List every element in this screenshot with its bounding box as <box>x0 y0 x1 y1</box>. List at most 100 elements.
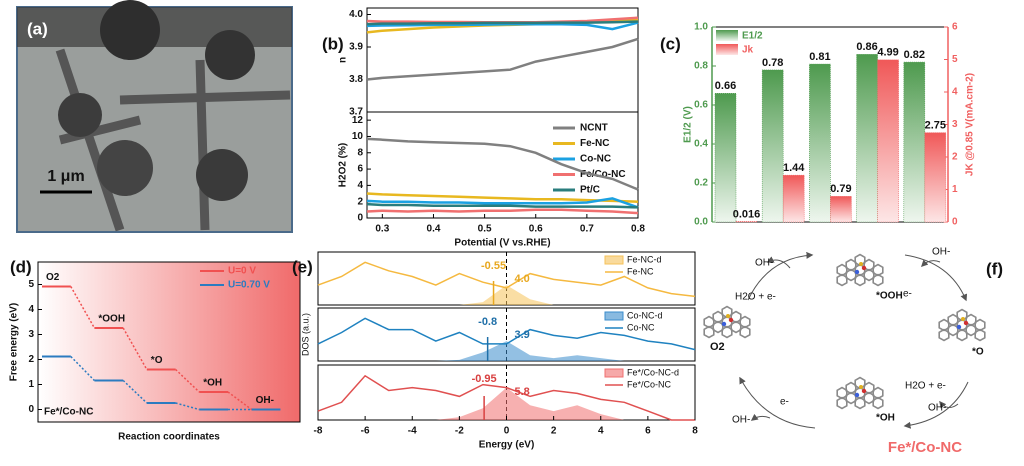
atom <box>861 388 867 394</box>
x-tick-label: 0.7 <box>580 224 594 235</box>
ring <box>872 396 884 410</box>
dos-line <box>317 317 696 351</box>
annotation: Fe*/Co-NC <box>44 407 93 418</box>
value-label: 0.66 <box>715 80 736 92</box>
peak-label: 3.9 <box>515 329 530 341</box>
x-tick-label: -8 <box>314 426 323 437</box>
scale-bar-label: 1 μm <box>47 168 84 185</box>
dos-line <box>317 261 696 298</box>
state-label: O2 <box>46 272 60 283</box>
molecule <box>703 305 751 339</box>
y-tick-label: 0 <box>28 404 34 415</box>
atom <box>956 324 962 330</box>
state-label: O2 <box>710 341 725 353</box>
y-tick-label: 0.2 <box>694 178 708 189</box>
legend-label: E1/2 <box>742 31 763 42</box>
d-orbital-area <box>318 387 695 420</box>
step-product: OH- <box>755 258 773 269</box>
panel-label: (d) <box>10 257 32 276</box>
step-product: OH- <box>928 403 946 414</box>
y-tick-label: 4 <box>357 180 363 191</box>
arrow <box>921 259 941 267</box>
legend-label: Pt/C <box>580 185 600 196</box>
step-reactant: H2O + e- <box>905 381 946 392</box>
panel-label: (f) <box>986 259 1003 278</box>
state-label: *OH <box>876 413 895 424</box>
d-orbital-area <box>318 341 695 361</box>
nanotube <box>55 48 291 232</box>
ring <box>974 318 986 332</box>
x-tick-label: 0.4 <box>427 224 441 235</box>
step-reactant: e- <box>903 289 912 300</box>
bar <box>903 61 926 223</box>
connector <box>175 368 200 393</box>
molecule <box>836 253 884 287</box>
panel-label: (a) <box>27 19 48 38</box>
y2-tick-label: 5 <box>952 54 958 65</box>
plot-frame <box>366 111 639 219</box>
y-tick-label: 10 <box>352 131 364 142</box>
ring <box>739 315 751 329</box>
legend-swatch <box>716 30 738 41</box>
ring <box>739 325 751 339</box>
bar <box>735 221 758 223</box>
x-tick-label: 0.3 <box>375 224 389 235</box>
data-line <box>366 20 639 26</box>
state-label: *OOH <box>98 314 125 325</box>
atom <box>859 262 863 266</box>
atom <box>961 317 965 321</box>
value-label: 0.86 <box>856 41 877 53</box>
d-band-center-label: -0.8 <box>478 316 497 328</box>
y-tick-label: 12 <box>352 115 364 126</box>
step-reactant: H2O + e- <box>735 292 776 303</box>
y-tick-label: 3.7 <box>349 107 363 118</box>
arrow <box>939 400 959 409</box>
x-tick-label: 8 <box>692 426 698 437</box>
y2-tick-label: 0 <box>952 217 958 228</box>
value-label: 0.79 <box>830 183 851 195</box>
y-tick-label: 2 <box>357 196 363 207</box>
axis-title: E1/2 (V) <box>683 106 694 143</box>
x-tick-label: 0.8 <box>631 224 645 235</box>
particle <box>97 140 153 196</box>
x-axis-title: Energy (eV) <box>479 440 535 451</box>
connector <box>122 379 148 404</box>
atom <box>728 317 734 323</box>
atom <box>854 269 860 275</box>
data-line <box>366 192 639 203</box>
legend-label: U=0.70 V <box>228 280 270 291</box>
step-product: OH- <box>732 415 750 426</box>
ring <box>956 328 968 342</box>
value-label: 2.75 <box>925 120 946 132</box>
state-label: *O <box>972 347 984 358</box>
bar <box>830 196 852 223</box>
y-tick-label: 4 <box>28 304 34 315</box>
ring <box>974 328 986 342</box>
data-line <box>366 202 639 209</box>
panel-label: (e) <box>292 257 313 276</box>
arrow <box>904 254 968 302</box>
particle <box>196 149 248 201</box>
ring <box>872 263 884 277</box>
step-product: OH- <box>932 247 950 258</box>
legend-swatch <box>604 255 624 265</box>
y-tick-label: 4.0 <box>349 9 363 20</box>
x-tick-label: 0.6 <box>529 224 543 235</box>
connector <box>175 402 200 411</box>
state-label: *OH <box>203 378 222 389</box>
arrow <box>766 256 791 269</box>
arrow <box>739 376 816 429</box>
axis-title: Free energy (eV) <box>9 303 20 381</box>
data-line <box>366 21 639 31</box>
legend-label: Co-NC <box>580 154 611 165</box>
legend-label: Fe/Co-NC <box>580 169 626 180</box>
particle <box>58 93 102 137</box>
x-tick-label: -4 <box>408 426 417 437</box>
plot-background <box>37 261 301 423</box>
y-tick-label: 8 <box>357 147 363 158</box>
data-line <box>366 208 639 215</box>
ring <box>863 391 875 405</box>
ring <box>872 386 884 400</box>
y-tick-label: 0.6 <box>694 100 708 111</box>
